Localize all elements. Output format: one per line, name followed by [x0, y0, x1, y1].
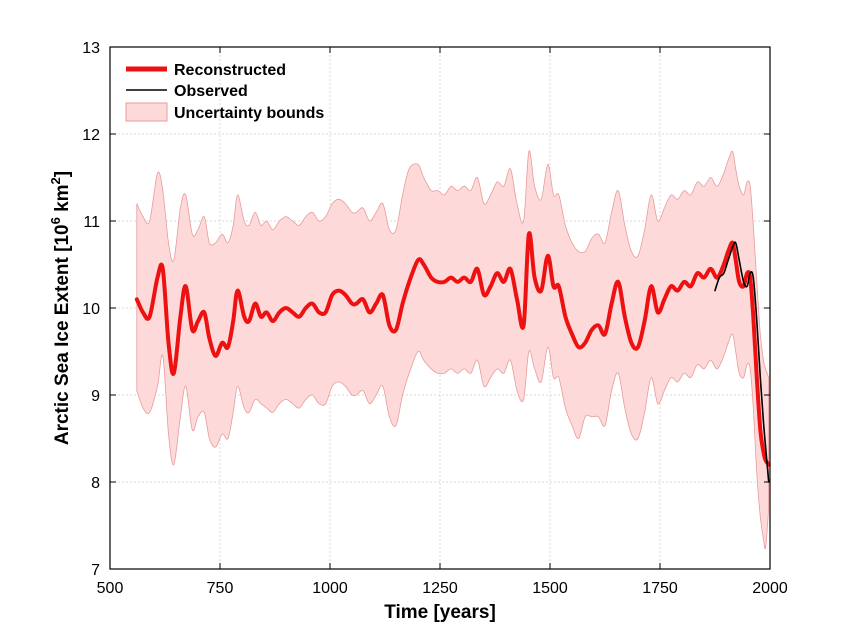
- uncertainty-band: [136, 150, 770, 550]
- x-tick-label: 500: [97, 580, 124, 597]
- axis-ticks: [109, 46, 771, 570]
- y-tick-label: 12: [82, 127, 100, 144]
- x-tick-label: 1250: [422, 580, 458, 597]
- uncertainty-band-layer: [136, 150, 770, 550]
- x-tick-label: 1000: [312, 580, 348, 597]
- y-tick-label: 13: [82, 40, 100, 57]
- legend-label-reconstructed: Reconstructed: [174, 62, 286, 79]
- legend: Reconstructed Observed Uncertainty bound…: [125, 62, 324, 122]
- legend-label-uncertainty: Uncertainty bounds: [174, 105, 324, 122]
- x-axis-title: Time [years]: [384, 602, 496, 623]
- y-tick-label: 10: [82, 301, 100, 318]
- observed-line: [714, 241, 770, 483]
- y-tick-label: 11: [83, 214, 100, 231]
- x-tick-labels: 500 750 1000 1250 1500 1750 2000: [97, 580, 788, 597]
- series-lines-layer: [134, 231, 771, 483]
- y-tick-label: 7: [91, 562, 100, 579]
- legend-swatch-uncertainty: [125, 102, 168, 122]
- y-tick-label: 8: [91, 475, 100, 492]
- y-axis-title: Arctic Sea Ice Extent [106 km2]: [48, 171, 73, 445]
- x-tick-label: 1500: [532, 580, 568, 597]
- x-tick-label: 2000: [752, 580, 788, 597]
- x-tick-label: 1750: [642, 580, 678, 597]
- x-tick-label: 750: [207, 580, 234, 597]
- y-tick-labels: 7 8 9 10 11 12 13: [82, 40, 100, 579]
- y-tick-label: 9: [91, 388, 100, 405]
- legend-label-observed: Observed: [174, 83, 248, 100]
- reconstructed-line: [134, 231, 771, 467]
